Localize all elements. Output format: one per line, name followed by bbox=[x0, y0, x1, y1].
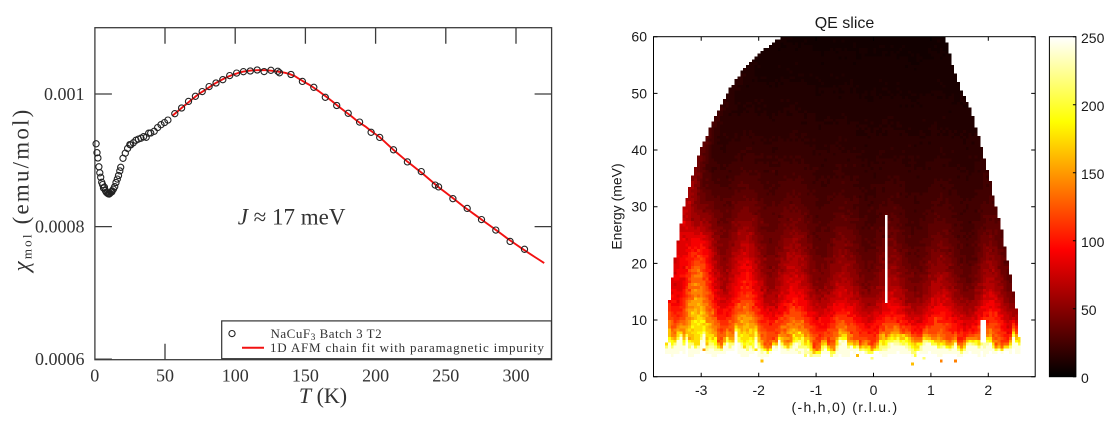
svg-text:50: 50 bbox=[631, 85, 647, 101]
svg-text:0: 0 bbox=[90, 366, 99, 386]
svg-text:60: 60 bbox=[631, 29, 647, 45]
svg-text:-1: -1 bbox=[810, 382, 823, 398]
svg-text:T (K): T (K) bbox=[299, 383, 347, 408]
svg-text:200: 200 bbox=[1081, 98, 1105, 114]
svg-text:250: 250 bbox=[432, 366, 459, 386]
svg-text:0.0008: 0.0008 bbox=[35, 217, 85, 237]
svg-text:0: 0 bbox=[870, 382, 878, 398]
svg-text:χmol (emu/mol): χmol (emu/mol) bbox=[9, 108, 35, 274]
svg-text:(-h,h,0) (r.l.u.): (-h,h,0) (r.l.u.) bbox=[792, 399, 899, 415]
svg-text:150: 150 bbox=[1081, 166, 1105, 182]
svg-text:Energy (meV): Energy (meV) bbox=[609, 163, 625, 249]
svg-text:J ≈ 17 meV: J ≈ 17 meV bbox=[238, 205, 346, 230]
svg-text:10: 10 bbox=[631, 312, 647, 328]
svg-text:50: 50 bbox=[1081, 302, 1097, 318]
svg-text:100: 100 bbox=[222, 366, 249, 386]
svg-text:150: 150 bbox=[292, 366, 319, 386]
svg-text:50: 50 bbox=[156, 366, 174, 386]
svg-text:-3: -3 bbox=[695, 382, 708, 398]
svg-text:300: 300 bbox=[503, 366, 530, 386]
svg-text:1: 1 bbox=[927, 382, 935, 398]
svg-text:-2: -2 bbox=[752, 382, 765, 398]
svg-text:20: 20 bbox=[631, 255, 647, 271]
svg-text:0.0006: 0.0006 bbox=[35, 349, 85, 369]
svg-text:30: 30 bbox=[631, 199, 647, 215]
svg-text:2: 2 bbox=[984, 382, 992, 398]
svg-text:NaCuF3 Batch 3 T2: NaCuF3 Batch 3 T2 bbox=[271, 326, 383, 343]
svg-text:100: 100 bbox=[1081, 234, 1105, 250]
svg-text:1D AFM chain fit with paramagn: 1D AFM chain fit with paramagnetic impur… bbox=[270, 340, 545, 355]
svg-text:200: 200 bbox=[362, 366, 389, 386]
svg-text:0: 0 bbox=[639, 369, 647, 385]
svg-text:40: 40 bbox=[631, 142, 647, 158]
svg-text:250: 250 bbox=[1081, 30, 1105, 46]
svg-text:QE slice: QE slice bbox=[815, 15, 875, 32]
svg-text:0.001: 0.001 bbox=[44, 84, 85, 104]
svg-text:0: 0 bbox=[1081, 370, 1089, 386]
